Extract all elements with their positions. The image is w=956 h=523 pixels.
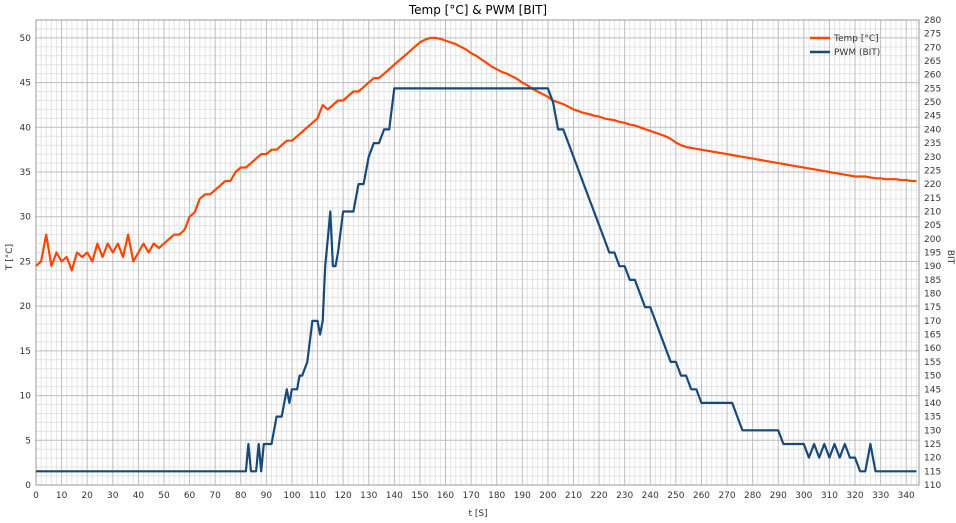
plot-border	[35, 19, 920, 486]
x-axis-label: t [S]	[468, 509, 487, 519]
y-left-tick-label: 25	[20, 257, 31, 267]
x-tick-label: 0	[33, 491, 39, 501]
x-tick-label: 140	[386, 491, 403, 501]
y-right-tick-label: 185	[924, 276, 941, 286]
y-right-axis-label: BIT	[945, 250, 955, 265]
x-tick-label: 200	[539, 491, 556, 501]
grid	[35, 19, 919, 486]
x-tick-label: 210	[565, 491, 582, 501]
y-right-tick-label: 170	[924, 317, 941, 327]
y-right-tick-label: 215	[924, 194, 941, 204]
y-left-tick-label: 5	[25, 436, 31, 446]
x-tick-label: 270	[718, 491, 735, 501]
y-left-tick-label: 50	[20, 34, 32, 44]
y-left-tick-label: 40	[20, 123, 32, 133]
y-left-axis-label: T [°C]	[5, 244, 15, 271]
x-tick-label: 190	[514, 491, 531, 501]
x-tick-label: 100	[283, 491, 300, 501]
chart-title: Temp [°C] & PWM [BIT]	[408, 3, 547, 17]
x-tick-label: 160	[437, 491, 454, 501]
x-tick-label: 80	[235, 491, 247, 501]
x-tick-label: 170	[463, 491, 480, 501]
y-right-tick-label: 110	[924, 481, 941, 491]
x-tick-label: 20	[81, 491, 93, 501]
x-tick-label: 250	[667, 491, 684, 501]
y-left-tick-label: 0	[25, 481, 31, 491]
y-right-tick-label: 125	[924, 440, 941, 450]
y-right-tick-label: 175	[924, 303, 941, 313]
y-right-tick-label: 265	[924, 57, 941, 67]
y-left-axis-ticks: 0 5 10 15 20 25 30 35 40 45 50	[20, 34, 32, 491]
y-right-tick-label: 240	[924, 125, 941, 135]
x-tick-label: 300	[795, 491, 812, 501]
y-right-tick-label: 250	[924, 98, 941, 108]
y-right-tick-label: 120	[924, 454, 941, 464]
y-right-tick-label: 165	[924, 331, 941, 341]
y-left-tick-label: 30	[20, 213, 32, 223]
y-right-tick-label: 130	[924, 426, 941, 436]
y-right-tick-label: 140	[924, 399, 941, 409]
x-tick-label: 220	[590, 491, 607, 501]
x-tick-label: 60	[184, 491, 196, 501]
y-right-tick-label: 275	[924, 30, 941, 40]
legend-label-pwm: PWM (BIT)	[834, 48, 880, 58]
y-right-tick-label: 205	[924, 221, 941, 231]
y-left-tick-label: 20	[20, 302, 32, 312]
x-tick-label: 320	[846, 491, 863, 501]
y-right-tick-label: 260	[924, 71, 941, 81]
legend-label-temp: Temp [°C]	[833, 34, 879, 44]
x-tick-label: 330	[872, 491, 889, 501]
y-right-tick-label: 190	[924, 262, 941, 272]
y-right-tick-label: 150	[924, 372, 941, 382]
x-tick-label: 340	[898, 491, 915, 501]
x-tick-label: 150	[411, 491, 428, 501]
x-tick-label: 130	[360, 491, 377, 501]
x-tick-label: 180	[488, 491, 505, 501]
y-right-tick-label: 225	[924, 166, 941, 176]
y-right-tick-label: 145	[924, 385, 941, 395]
y-right-tick-label: 155	[924, 358, 941, 368]
y-right-tick-label: 235	[924, 139, 941, 149]
x-tick-label: 290	[770, 491, 787, 501]
y-right-tick-label: 245	[924, 112, 941, 122]
legend: Temp [°C] PWM (BIT)	[810, 34, 880, 58]
y-right-tick-label: 200	[924, 235, 941, 245]
x-tick-label: 70	[209, 491, 221, 501]
y-right-tick-label: 180	[924, 290, 941, 300]
x-tick-label: 310	[821, 491, 838, 501]
x-tick-label: 30	[107, 491, 119, 501]
y-right-tick-label: 195	[924, 249, 941, 259]
y-right-tick-label: 135	[924, 413, 941, 423]
plot-frame	[35, 19, 920, 486]
x-tick-label: 90	[261, 491, 273, 501]
series-lines	[35, 36, 917, 473]
y-right-tick-label: 160	[924, 344, 941, 354]
y-left-tick-label: 45	[20, 79, 31, 89]
y-right-tick-label: 230	[924, 153, 941, 163]
y-right-tick-label: 280	[924, 16, 941, 26]
x-tick-label: 230	[616, 491, 633, 501]
x-tick-label: 240	[642, 491, 659, 501]
series-line-temp	[35, 36, 917, 272]
y-left-tick-label: 15	[20, 347, 31, 357]
x-tick-label: 120	[335, 491, 352, 501]
x-tick-label: 110	[309, 491, 326, 501]
y-right-axis-ticks: 110 115 120 125 130 135 140 145 150 155 160 165 170 1…	[924, 16, 941, 491]
y-right-tick-label: 270	[924, 43, 941, 53]
x-tick-label: 40	[133, 491, 145, 501]
y-left-tick-label: 10	[20, 392, 32, 402]
x-tick-label: 10	[56, 491, 68, 501]
y-right-tick-label: 210	[924, 207, 941, 217]
y-right-tick-label: 220	[924, 180, 941, 190]
x-tick-label: 280	[744, 491, 761, 501]
series-line-pwm	[36, 87, 917, 473]
y-right-tick-label: 255	[924, 84, 941, 94]
x-tick-label: 260	[693, 491, 710, 501]
y-right-tick-label: 115	[924, 467, 941, 477]
x-tick-label: 50	[158, 491, 170, 501]
x-axis-ticks: 0 10 20 30 40 50 60 70 80 90 100 110 120 130 140 150 160…	[33, 491, 915, 501]
y-left-tick-label: 35	[20, 168, 31, 178]
